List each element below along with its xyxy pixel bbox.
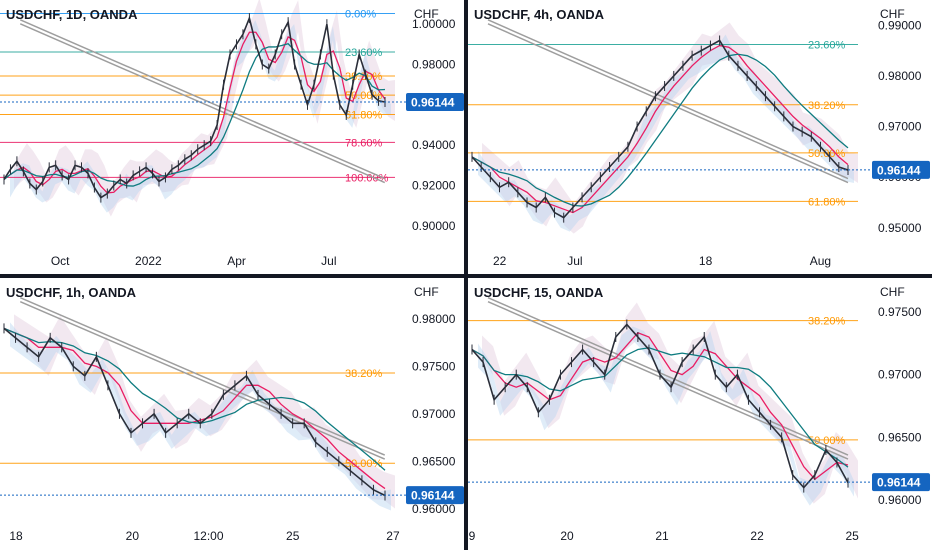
x-tick-label: 20 [560,529,574,543]
fib-level-label: 61.80% [808,196,846,208]
trend-line-upper[interactable] [19,296,386,456]
trend-line-upper-parallel[interactable] [19,23,386,184]
ichimoku-cloud-bull [478,34,854,232]
trend-line-upper[interactable] [19,19,386,180]
x-tick-label: 18 [699,254,713,268]
last-price-label: 0.96144 [877,476,921,490]
y-tick-label: 0.98000 [878,69,922,83]
x-tick-label: Apr [227,254,246,268]
trend-line-upper-parallel[interactable] [19,300,386,460]
ichimoku-cloud [14,0,395,217]
x-tick-label: 22 [493,254,507,268]
x-tick-label: 25 [845,529,859,543]
fib-level-label: 78.60% [345,137,383,149]
ichimoku-cloud [482,22,858,234]
x-tick-label: Oct [51,254,70,268]
x-tick-label: 22 [750,529,764,543]
fib-level-label: 38.20% [808,316,846,328]
chart-title: USDCHF, 1h, OANDA [6,285,137,300]
ichimoku-cloud [482,302,858,504]
kijun-line [471,347,849,468]
x-tick-label: Jul [567,254,582,268]
last-price-badge[interactable] [406,486,464,505]
tenkan-line [3,327,386,490]
panel-usdchf-4h[interactable]: 23.60%38.20%50.00%61.80%USDCHF, 4h, OAND… [468,0,932,274]
currency-label: CHF [414,285,439,299]
y-tick-label: 0.97000 [878,368,922,382]
currency-label: CHF [880,7,905,21]
fib-level-label: 23.60% [345,47,383,59]
panel-usdchf-1h[interactable]: 38.20% 50.00% USDCHF, 1h, OANDA CHF 0.98000 0… [0,278,464,550]
trend-line-upper[interactable] [487,19,849,180]
x-tick-label: 27 [386,529,400,543]
fib-level-label: 61.80% [345,110,383,122]
kijun-line [471,53,849,207]
panel-usdchf-15m[interactable]: 38.20% 50.00% USDCHF, 15, OANDA CHF 0.97500 0… [468,278,932,550]
y-tick-label: 0.96000 [412,502,456,516]
tenkan-line [471,332,849,481]
y-tick-label: 0.94000 [412,138,456,152]
tenkan-line [471,44,849,214]
fib-level-label: 50.00% [345,458,383,470]
y-tick-label: 0.90000 [412,219,456,233]
fib-level-label: 38.20% [808,100,846,112]
currency-label: CHF [880,285,905,299]
chart-title: USDCHF, 1D, OANDA [6,7,138,22]
kijun-line [3,43,386,187]
fib-level-label: 23.60% [808,40,846,52]
price-series-line [3,15,386,199]
last-price-badge[interactable] [872,160,930,179]
fib-level-label: 50.00% [808,435,846,447]
y-tick-label: 0.92000 [412,178,456,192]
y-tick-label: 0.96500 [412,454,456,468]
vertical-divider[interactable] [464,0,468,550]
trend-line-upper[interactable] [487,296,849,456]
ichimoku-cloud-bull [10,322,391,511]
x-tick-label: Aug [810,254,831,268]
x-tick-label: 2022 [135,254,162,268]
fib-level-label: 0.00% [345,9,376,21]
ichimoku-cloud [14,314,395,509]
y-tick-label: 0.97500 [412,359,456,373]
y-tick-label: 0.98000 [412,312,456,326]
price-series-line [471,39,849,219]
price-series-line [3,327,386,497]
ichimoku-cloud-bull [478,326,854,506]
x-tick-label: 12:00 [194,529,224,543]
fib-level-label: 50.00% [345,90,383,102]
x-tick-label: 9 [469,529,476,543]
trend-line-upper-parallel[interactable] [487,300,849,460]
fib-level-label: 38.20% [345,71,383,83]
y-tick-label: 0.97000 [878,120,922,134]
last-price-label: 0.96144 [411,489,455,503]
last-price-label: 0.96144 [877,163,921,177]
y-tick-label: 0.95000 [878,221,922,235]
chart-title: USDCHF, 4h, OANDA [474,7,605,22]
chart-title: USDCHF, 15, OANDA [474,285,604,300]
x-tick-label: 21 [655,529,669,543]
kijun-line [3,327,386,471]
y-tick-label: 0.98000 [412,58,456,72]
last-price-badge[interactable] [406,92,464,111]
panel-background[interactable] [0,0,464,274]
currency-label: CHF [414,7,439,21]
x-tick-label: Jul [321,254,336,268]
x-tick-label: 25 [286,529,300,543]
y-tick-label: 0.99000 [878,18,922,32]
y-tick-label: 0.97500 [878,305,922,319]
trend-line-upper-parallel[interactable] [487,23,849,184]
last-price-badge[interactable] [872,473,930,492]
last-price-label: 0.96144 [411,95,455,109]
y-tick-label: 1.00000 [412,17,456,31]
panel-usdchf-1d[interactable]: 0.00%23.60%38.20%50.00%61.80%78.60%100.0… [0,0,464,274]
y-tick-label: 0.96000 [878,493,922,507]
tenkan-line [3,31,386,194]
ichimoku-cloud-bull [10,20,391,213]
x-tick-label: 20 [126,529,140,543]
y-tick-label: 0.97000 [412,407,456,421]
fib-level-label: 38.20% [345,368,383,380]
y-tick-label: 0.96500 [878,430,922,444]
x-tick-label: 18 [9,529,23,543]
